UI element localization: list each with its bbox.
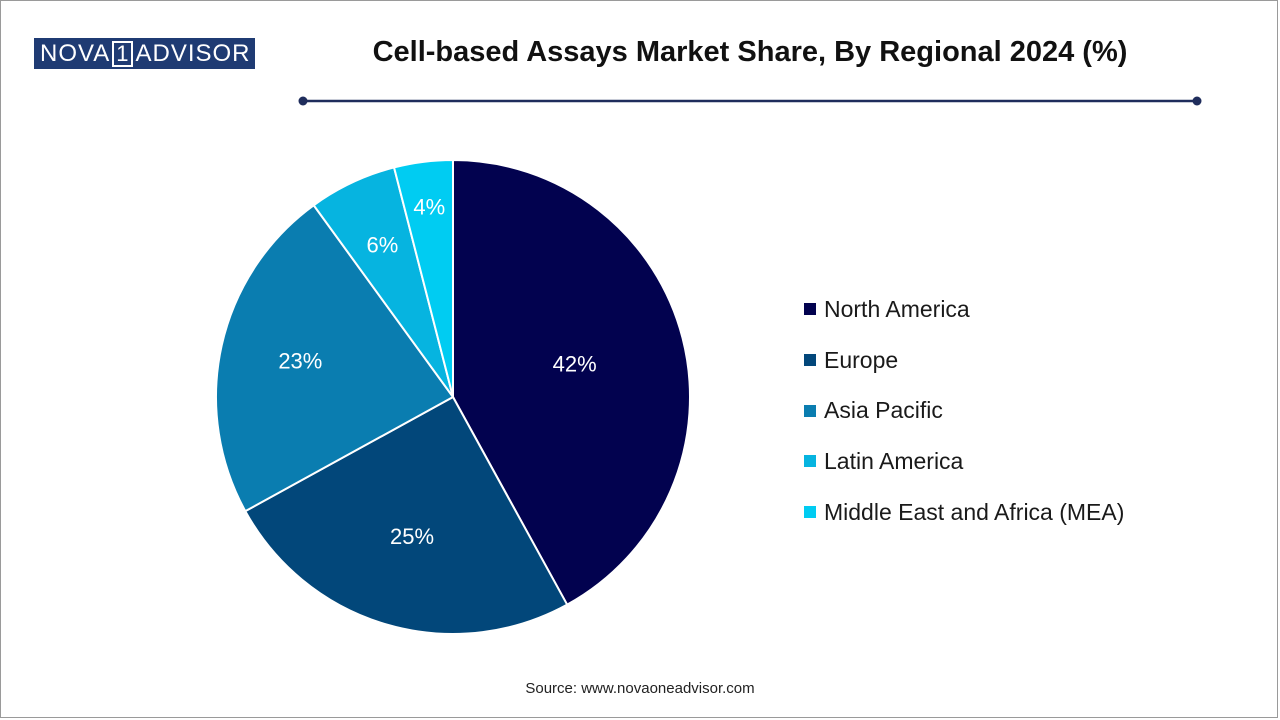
data-label-asia-pacific: 23% — [278, 349, 322, 374]
legend-swatch-asia-pacific — [804, 404, 816, 417]
legend-label-middle-east-and-africa-mea: Middle East and Africa (MEA) — [824, 498, 1125, 525]
legend-label-asia-pacific: Asia Pacific — [824, 397, 943, 424]
pie-slice-north-america — [452, 158, 691, 607]
pie-slice-middle-east-and-africa-mea — [392, 158, 454, 398]
legend-swatch-europe — [804, 354, 816, 367]
data-label-north-america: 42% — [553, 352, 597, 377]
logo-text-nova: NOVA — [40, 39, 111, 67]
title-underline — [298, 96, 1202, 106]
legend-item-middle-east-and-africa-mea: Middle East and Africa (MEA) — [804, 487, 1124, 538]
legend-item-europe: Europe — [804, 335, 1124, 386]
legend-swatch-north-america — [804, 303, 816, 316]
logo-text-advisor: ADVISOR — [135, 39, 251, 67]
pie-slice-europe — [243, 395, 569, 635]
chart-title: Cell-based Assays Market Share, By Regio… — [372, 36, 1128, 68]
legend-label-latin-america: Latin America — [824, 447, 964, 474]
source-note: Source: www.novaoneadvisor.com — [525, 680, 755, 697]
data-label-middle-east-and-africa-mea: 4% — [413, 195, 445, 220]
data-label-europe: 25% — [390, 524, 434, 549]
legend-swatch-latin-america — [804, 455, 816, 468]
brand-logo: NOVA 1 ADVISOR — [34, 38, 255, 69]
logo-text-one: 1 — [112, 40, 134, 67]
legend-swatch-middle-east-and-africa-mea — [804, 506, 816, 519]
pie-slice-asia-pacific — [215, 203, 455, 513]
legend-label-europe: Europe — [824, 346, 899, 373]
data-label-latin-america: 6% — [366, 233, 398, 258]
legend-label-north-america: North America — [824, 295, 970, 322]
chart-legend: North America Europe Asia Pacific Latin Ame… — [804, 284, 1124, 537]
legend-item-north-america: North America — [804, 284, 1124, 335]
legend-item-asia-pacific: Asia Pacific — [804, 385, 1124, 436]
legend-item-latin-america: Latin America — [804, 436, 1124, 487]
